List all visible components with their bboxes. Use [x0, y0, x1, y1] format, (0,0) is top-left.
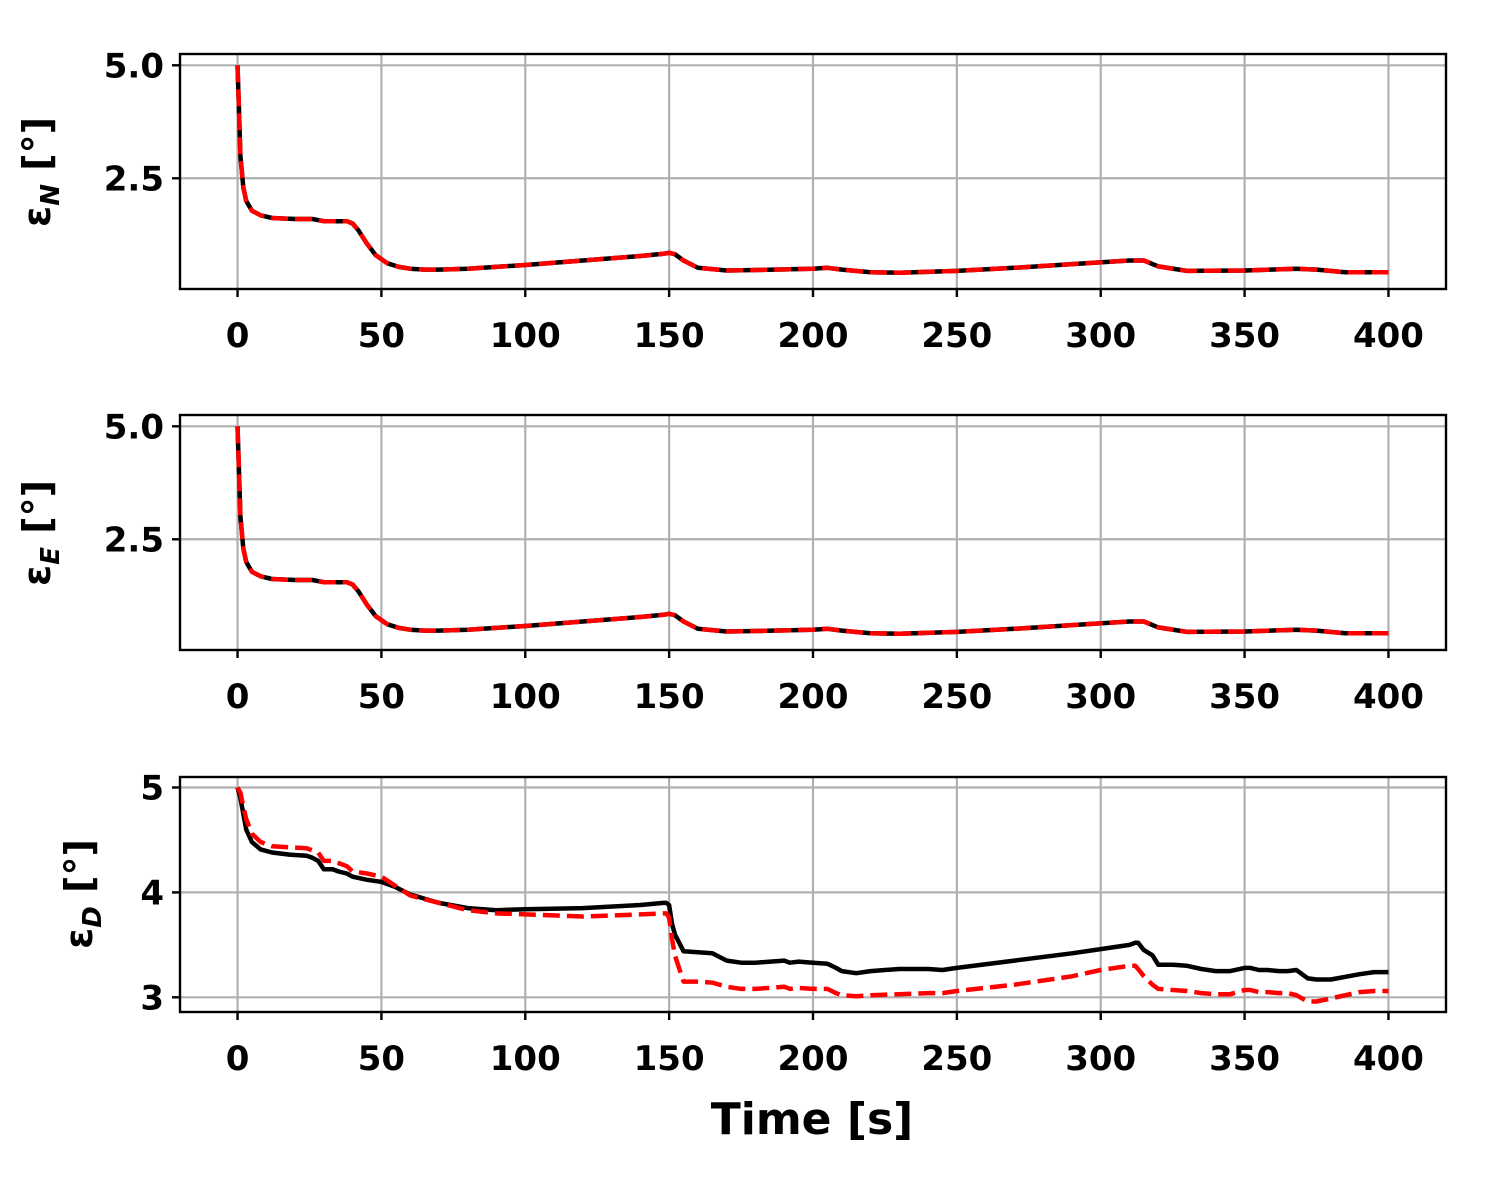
ylabel-subscript: E	[36, 547, 66, 565]
series-line-solid	[235, 786, 1389, 982]
ylabel-panel-0: εN [°]	[15, 117, 66, 227]
x-tick-label: 200	[778, 677, 849, 717]
ylabel-symbol: ε	[15, 565, 59, 586]
x-tick-label: 150	[634, 1039, 705, 1079]
x-tick-label: 300	[1065, 677, 1136, 717]
x-tick-label: 400	[1353, 316, 1424, 356]
x-tick-label: 200	[778, 316, 849, 356]
x-tick-label: 200	[778, 1039, 849, 1079]
x-tick-label: 100	[490, 1039, 561, 1079]
x-tick-label: 0	[226, 316, 250, 356]
grid	[180, 54, 1446, 289]
ylabel-subscript: D	[78, 906, 108, 928]
series-line-dashed	[235, 65, 1389, 275]
x-tick-label: 300	[1065, 1039, 1136, 1079]
y-tick-label: 5	[140, 768, 164, 808]
x-tick-label: 250	[921, 1039, 992, 1079]
series-line-dashed	[235, 426, 1389, 636]
x-tick-label: 150	[634, 677, 705, 717]
x-tick-label: 50	[358, 677, 405, 717]
x-tick-label: 100	[490, 316, 561, 356]
panel-epsilon-d: εD [°] Time [s] 0 50 100 150 200 250 300 350 400…	[57, 768, 1448, 1145]
x-axis-title: Time [s]	[711, 1094, 914, 1145]
x-tick-label: 350	[1209, 677, 1280, 717]
ylabel-symbol: ε	[57, 928, 101, 949]
plot-frame	[178, 775, 1448, 1014]
grid	[180, 777, 1446, 1012]
ylabel-subscript: N	[36, 184, 66, 206]
ylabel-symbol: ε	[15, 206, 59, 227]
y-tick-label: 5.0	[104, 46, 164, 86]
grid	[180, 415, 1446, 650]
ylabel-panel-1: εE [°]	[15, 480, 66, 586]
ylabel-unit: [°]	[15, 117, 59, 184]
panel-epsilon-e: εE [°] 0 50 100 150 200 250 300 350 400 2.5 5.0	[15, 407, 1448, 717]
x-tick-label: 400	[1353, 677, 1424, 717]
x-tick-label: 350	[1209, 1039, 1280, 1079]
panel-epsilon-n: εN [°] 0 50 100 150 200 250 300 350 400 2.5 5.0	[15, 46, 1448, 356]
x-tick-label: 0	[226, 677, 250, 717]
x-tick-label: 50	[358, 316, 405, 356]
x-tick-label: 400	[1353, 1039, 1424, 1079]
x-tick-label: 100	[490, 677, 561, 717]
ylabel-unit: [°]	[57, 839, 101, 906]
plot-frame	[178, 413, 1448, 652]
x-tick-label: 350	[1209, 316, 1280, 356]
series-line-dashed	[235, 786, 1389, 1004]
y-tick-label: 2.5	[104, 159, 164, 199]
ylabel-panel-2: εD [°]	[57, 839, 108, 949]
y-tick-label: 2.5	[104, 520, 164, 560]
y-tick-label: 3	[140, 978, 164, 1018]
x-tick-label: 50	[358, 1039, 405, 1079]
x-tick-label: 250	[921, 316, 992, 356]
y-tick-label: 5.0	[104, 407, 164, 447]
x-tick-label: 250	[921, 677, 992, 717]
x-tick-label: 150	[634, 316, 705, 356]
plot-frame	[178, 52, 1448, 291]
y-tick-label: 4	[140, 873, 164, 913]
ylabel-unit: [°]	[15, 480, 59, 547]
x-tick-label: 0	[226, 1039, 250, 1079]
x-tick-label: 300	[1065, 316, 1136, 356]
